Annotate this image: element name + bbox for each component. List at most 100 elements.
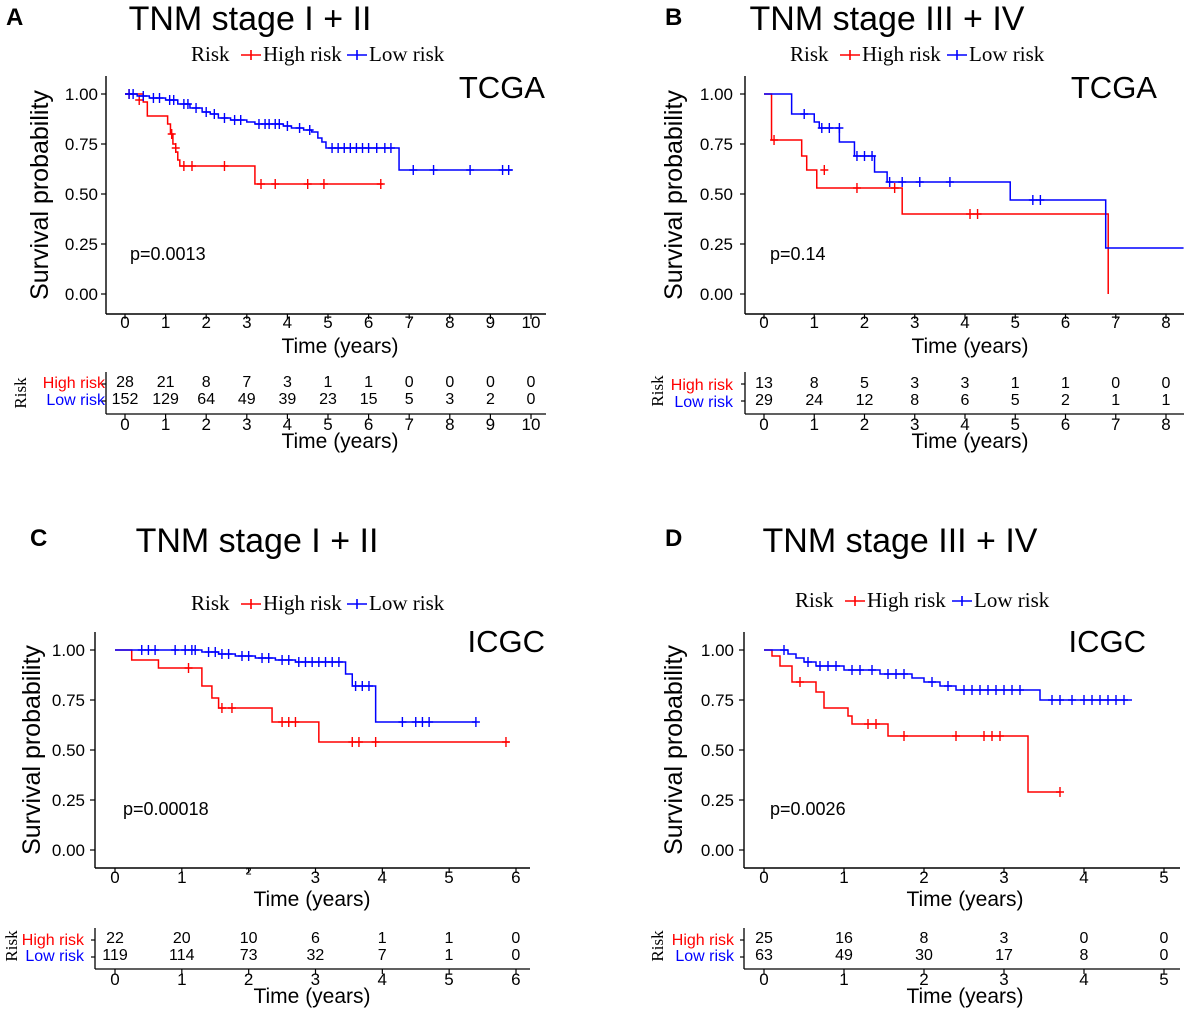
panel-d-high-count-4: 0 [1080,930,1089,947]
panel-a-high-censor-mark-10 [319,179,328,189]
panel-d-high-count-1: 16 [835,930,853,947]
panel-c-table-high-values: 22 20 10 6 1 1 0 [106,930,520,947]
panel-a-table-xtick-9: 9 [486,415,495,434]
panel-d-table-xtick-3: 3 [999,970,1008,989]
panel-a-low-censor-mark-35 [466,165,475,175]
panel-c-low-censor-mark-12 [244,651,253,661]
panel-d-table-xtick-0: 0 [759,970,768,989]
panel-b-table-xtick-3: 3 [910,415,919,434]
panel-c-table-xtick-6: 6 [511,970,520,989]
panel-c-high-count-0: 22 [106,930,124,947]
panel-a-ytick-2: 0.50 [65,185,98,204]
panel-b-low-censor-mark-6 [868,151,877,161]
panel-b-legend-high: High risk [862,42,941,66]
panel-c-high-censor-mark-7 [354,737,363,747]
panel-d-high-risk-curve [764,649,1060,793]
panel-d-legend-low-key [952,596,972,606]
panel-c-ytick-3: 0.75 [52,691,85,710]
panel-c-xtick-3: 3 [311,868,320,887]
panel-b-low-count-3: 8 [910,392,919,409]
panel-b-low-censor-mark-1 [817,123,826,133]
panel-c-xtick-5: 5 [444,868,453,887]
panel-b-table-xtick-8: 8 [1161,415,1170,434]
panel-b-ytick-2: 0.50 [700,185,733,204]
panel-a-high-censor-mark-11 [376,179,385,189]
panel-d-high-count-2: 8 [920,930,929,947]
panel-a-high-count-1: 21 [157,374,175,391]
panel-d-table-low-values: 63 49 30 17 8 0 [755,947,1168,964]
panel-c-legend-high: High risk [263,591,342,615]
panel-b-table-xtick-6: 6 [1061,415,1070,434]
panel-c-low-count-1: 114 [169,947,195,964]
panel-b-table-xtick-7: 7 [1111,415,1120,434]
panel-c-xtick-2: ² [246,864,252,883]
panel-b-table-low-values: 29 24 12 8 6 5 2 1 1 [755,392,1170,409]
panel-c-low-censor-mark-19 [308,657,317,667]
panel-c-cohort-label: ICGC [468,624,546,659]
panel-c-legend: Risk High risk Low risk [191,591,445,615]
panel-a-table-title: Risk [11,377,30,409]
panel-c-table-xtick-4: 4 [377,970,386,989]
panel-a-low-censor-mark-10 [202,107,211,117]
panel-c-low-censor-mark-17 [294,657,303,667]
panel-a-cohort-label: TCGA [459,70,545,105]
panel-d-ytick-1: 0.25 [701,791,734,810]
panel-c-low-censor-mark-14 [264,653,273,663]
panel-d-table-high-label: High risk [672,932,735,949]
panel-a-low-censor-mark-8 [183,99,192,109]
panel-a-high-censor-mark-4 [179,161,188,171]
panel-a-table-xtick-8: 8 [445,415,454,434]
panel-d-table-xtick-2: 2 [919,970,928,989]
panel-a-high-count-3: 7 [242,374,251,391]
panel-a-ytick-4: 1.00 [65,85,98,104]
panel-b-xtick-8: 8 [1161,313,1170,332]
panel-c-plot [90,632,530,974]
panel-d-high-censor-mark-7 [996,731,1004,741]
panel-d-low-censor-mark-19 [1008,685,1016,695]
panel-c-legend-title: Risk [191,591,230,615]
panel-c-table-low-label: Low risk [25,948,85,965]
panel-b-title: TNM stage III + IV [750,0,1025,38]
panel-c-high-count-6: 0 [511,930,520,947]
panel-d-yticks: 0.00 0.25 0.50 0.75 1.00 [701,641,734,860]
panel-a-high-count-5: 1 [324,374,333,391]
panel-c-low-count-4: 7 [378,947,387,964]
panel-a-low-censor-mark-2 [139,91,148,101]
panel-a-low-count-10: 0 [527,391,536,408]
panel-a-high-censor-mark-2 [167,129,176,139]
panel-c-yticks: 0.00 0.25 0.50 0.75 1.00 [52,641,85,860]
panel-d-low-censor-mark-2 [816,661,824,671]
panel-a-xtick-7: 7 [404,313,413,332]
panel-d-cohort-label: ICGC [1069,624,1147,659]
panel-c-low-censor-mark-16 [284,655,293,665]
panel-b-high-count-3: 3 [910,375,919,392]
panel-a-low-censor-mark-12 [220,113,229,123]
panel-b-plot [740,76,1184,419]
panel-d-xtick-2: 2 [919,868,928,887]
panel-a-low-censor-mark-33 [409,165,418,175]
panel-b-xtick-4: 4 [960,313,969,332]
panel-b-ytick-1: 0.25 [700,235,733,254]
panel-b-high-count-8: 0 [1162,375,1171,392]
panel-d-low-censor-mark-24 [1080,695,1088,705]
panel-a-table-xtick-6: 6 [364,415,373,434]
panel-b-table-xtick-1: 1 [810,415,819,434]
panel-a-xtick-3: 3 [242,313,251,332]
panel-d-ytick-4: 1.00 [701,641,734,660]
panel-c-risk-table: Risk High risk Low risk 22 20 10 6 1 1 0… [2,930,521,1008]
panel-a-legend-title: Risk [191,42,230,66]
panel-a-low-risk-curve [125,93,513,171]
panel-c-table-xticks: 0 1 2 3 4 5 6 [110,970,520,989]
panel-a-title: TNM stage I + II [129,0,372,38]
panel-d-low-censor-mark-8 [884,669,892,679]
panel-c-xtick-4: 4 [377,868,386,887]
panel-d-title: TNM stage III + IV [763,522,1038,560]
panel-c-low-censor-mark-20 [314,657,323,667]
panel-b-xlabel: Time (years) [911,335,1028,358]
panel-d-high-censor-mark-8 [1056,787,1064,797]
panel-a-low-censor-mark-32 [386,143,395,153]
panel-b: B TNM stage III + IV TCGA Risk High risk… [648,0,1171,453]
panel-c-high-count-2: 10 [240,930,258,947]
panel-a-low-count-8: 3 [445,391,454,408]
panel-d-low-censor-mark-27 [1104,695,1112,705]
